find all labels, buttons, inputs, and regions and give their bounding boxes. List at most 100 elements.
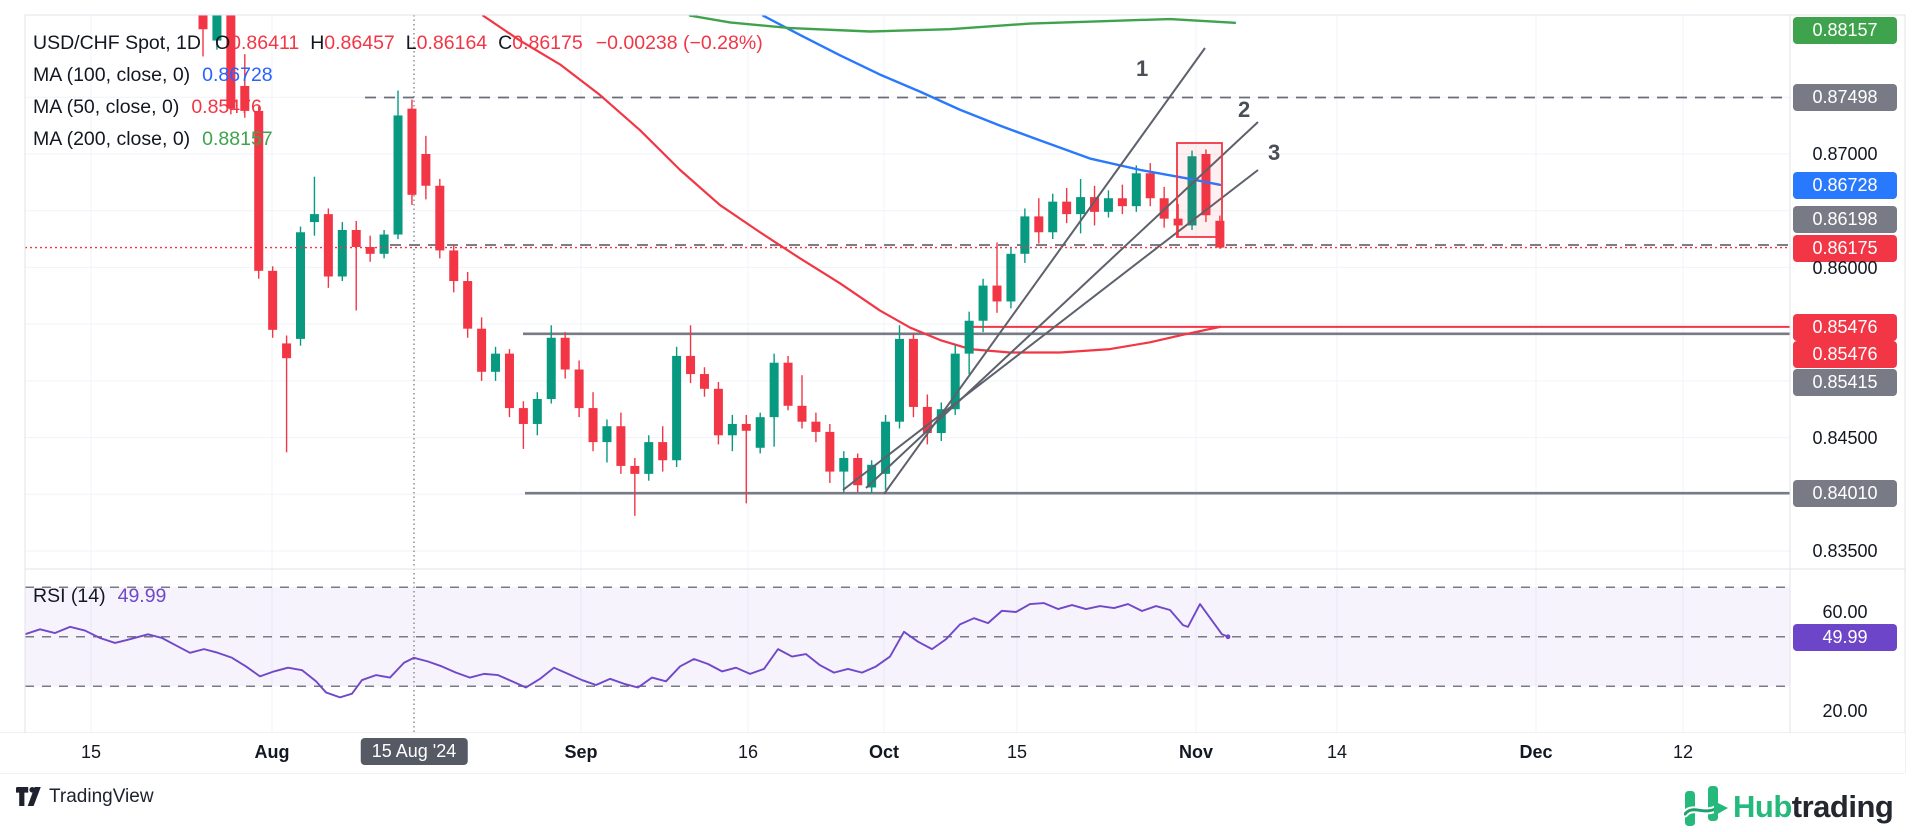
- candle-body: [1131, 173, 1141, 207]
- hubtrading-logo: Hubtrading: [1684, 786, 1894, 827]
- time-axis-label: Sep: [564, 742, 598, 762]
- tradingview-attribution-link[interactable]: TradingView: [16, 786, 154, 808]
- price-scale-label: 20.00: [1822, 700, 1868, 721]
- time-axis-label: Aug: [254, 742, 290, 762]
- ohlc-c: C0.86175: [498, 31, 583, 54]
- price-scale-label: 49.99: [1793, 623, 1897, 651]
- candle-body: [1006, 253, 1016, 302]
- candle-body: [1090, 197, 1100, 212]
- trendline-1[interactable]: [883, 47, 1206, 495]
- ma100-line: [761, 15, 1222, 187]
- candle-body: [1173, 218, 1183, 226]
- candle-body: [198, 15, 208, 30]
- ma100-value: 0.86728: [202, 63, 273, 86]
- candle-body: [1187, 156, 1197, 226]
- time-axis-label: 14: [1326, 742, 1348, 762]
- ohlc-o: O0.86411: [214, 31, 300, 54]
- candle-body: [1076, 197, 1086, 215]
- candle-body: [727, 423, 737, 436]
- candle-body: [435, 185, 445, 251]
- candle-body: [379, 234, 389, 254]
- highlight-box[interactable]: [1176, 142, 1223, 238]
- candle-body: [936, 409, 946, 434]
- ma200-label: MA (200, close, 0): [33, 127, 191, 150]
- candle-body: [783, 362, 793, 406]
- price-scale[interactable]: 0.88157 0.87498 0.87000 0.86728 0.86198 0.861…: [1790, 0, 1905, 773]
- ma50-value: 0.85476: [191, 95, 262, 118]
- candle-body: [658, 442, 668, 461]
- candle-body: [588, 408, 598, 443]
- ohlc-l: L0.86164: [405, 31, 488, 54]
- candle-body: [1201, 154, 1211, 216]
- candle-body: [212, 15, 222, 41]
- ma200-line: [688, 15, 1237, 33]
- price-scale-label: 0.88157: [1793, 16, 1897, 44]
- rsi-value: 49.99: [117, 585, 167, 607]
- candle-body: [978, 285, 988, 321]
- candle-body: [630, 465, 640, 474]
- ma200-legend-row[interactable]: MA (200, close, 0) 0.88157: [33, 123, 763, 155]
- time-axis-label: 15: [80, 742, 102, 762]
- candle-body: [546, 337, 556, 400]
- candle-body: [463, 281, 473, 329]
- candle-body: [992, 285, 1002, 302]
- candle-body: [296, 232, 306, 339]
- price-scale-label: 0.86198: [1793, 205, 1897, 233]
- time-axis-label: 15: [1006, 742, 1028, 762]
- trendline-2[interactable]: [865, 121, 1259, 489]
- candle-body: [254, 110, 264, 271]
- trendline-label-2: 2: [1238, 97, 1250, 122]
- symbol-legend-row[interactable]: USD/CHF Spot, 1D O0.86411 H0.86457 L0.8616…: [33, 27, 763, 59]
- candle-body: [351, 229, 361, 248]
- rsi-legend-row[interactable]: RSI (14) 49.99: [33, 585, 166, 608]
- gridlines: [25, 15, 1790, 733]
- trendline-label-1: 1: [1136, 56, 1148, 81]
- price-scale-label: 0.86175: [1793, 234, 1897, 262]
- candle-body: [797, 405, 807, 422]
- candle-body: [421, 154, 431, 186]
- candle-body: [282, 343, 292, 359]
- time-axis-label: 12: [1672, 742, 1694, 762]
- candle-body: [867, 464, 877, 488]
- candle-body: [449, 250, 459, 282]
- price-scale-label: 0.87498: [1793, 83, 1897, 111]
- candle-body: [950, 353, 960, 410]
- hubtrading-text: Hubtrading: [1733, 789, 1894, 824]
- candle-body: [365, 247, 375, 254]
- price-scale-label: 0.86000: [1812, 257, 1878, 278]
- ma50-line: [481, 15, 1222, 354]
- time-axis[interactable]: 15 Aug 15 Aug '24 Sep 16 Oct 15 Nov 14 Dec 12: [0, 733, 1905, 773]
- candle-body: [337, 229, 347, 277]
- rsi-line: [25, 602, 1229, 699]
- candle-body: [1117, 198, 1127, 207]
- rsi-line-end-dot: [1225, 634, 1231, 640]
- candle-body: [602, 426, 612, 443]
- candle-body: [1215, 220, 1225, 248]
- ma50-legend-row[interactable]: MA (50, close, 0) 0.85476: [33, 91, 763, 123]
- candle-body: [1020, 216, 1030, 254]
- trendline-label-3: 3: [1268, 140, 1280, 165]
- candle-body: [755, 417, 765, 448]
- candle-body: [1145, 173, 1155, 199]
- price-scale-label: 0.87000: [1812, 143, 1878, 164]
- candle-body: [518, 408, 528, 424]
- candle-body: [574, 369, 584, 409]
- tradingview-icon: [16, 786, 41, 806]
- candle-body: [268, 270, 278, 330]
- candle-body: [686, 355, 696, 375]
- candle-body: [825, 431, 835, 472]
- candle-body: [616, 426, 626, 466]
- time-axis-label: 16: [737, 742, 759, 762]
- time-axis-label: Oct: [868, 742, 900, 762]
- trendline-3[interactable]: [842, 169, 1259, 491]
- chart-legend[interactable]: USD/CHF Spot, 1D O0.86411 H0.86457 L0.8616…: [33, 27, 763, 155]
- candle-body: [560, 337, 570, 370]
- price-scale-label: 0.85476: [1793, 340, 1897, 368]
- ohlc-values: O0.86411 H0.86457 L0.86164 C0.86175: [215, 32, 594, 55]
- ma100-legend-row[interactable]: MA (100, close, 0) 0.86728: [33, 59, 763, 91]
- time-axis-label: Dec: [1519, 742, 1553, 762]
- candle-body: [908, 338, 918, 407]
- price-scale-label: 0.86728: [1793, 171, 1897, 199]
- candle-body: [699, 374, 709, 389]
